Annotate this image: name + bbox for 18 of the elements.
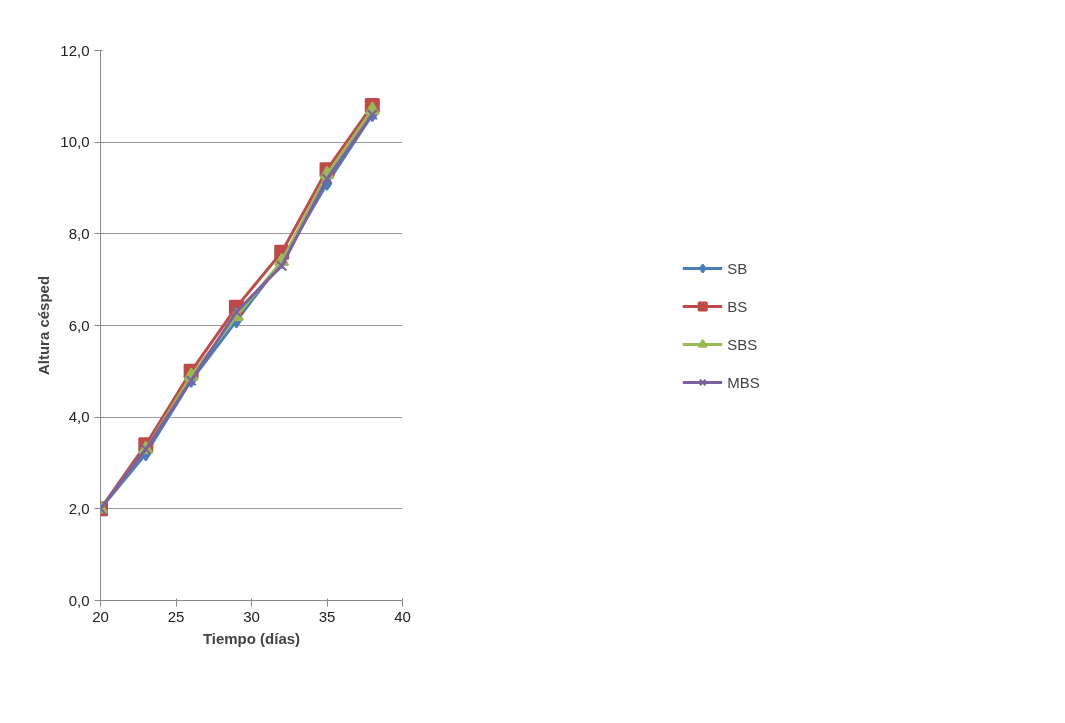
- legend-label: SBS: [727, 335, 758, 353]
- x-tick-label: 40: [394, 607, 411, 625]
- x-axis-title: Tiempo (días): [202, 629, 301, 647]
- x-tick-label: 30: [243, 607, 260, 625]
- y-tick-label: 2,0: [68, 499, 90, 517]
- legend-label: MBS: [727, 373, 760, 391]
- y-tick-label: 4,0: [68, 408, 90, 426]
- y-tick-label: 10,0: [60, 133, 90, 151]
- legend-label: BS: [727, 297, 748, 315]
- y-tick-label: 0,0: [68, 591, 90, 609]
- y-tick-label: 6,0: [68, 316, 90, 334]
- y-tick-label: 12,0: [60, 41, 90, 59]
- y-tick-label: 8,0: [68, 224, 90, 242]
- x-tick-label: 35: [318, 607, 336, 625]
- x-tick-label: 20: [92, 607, 109, 625]
- x-tick-label: 25: [167, 607, 185, 625]
- y-axis-title: Altura césped: [35, 275, 53, 376]
- legend-label: SB: [727, 259, 748, 277]
